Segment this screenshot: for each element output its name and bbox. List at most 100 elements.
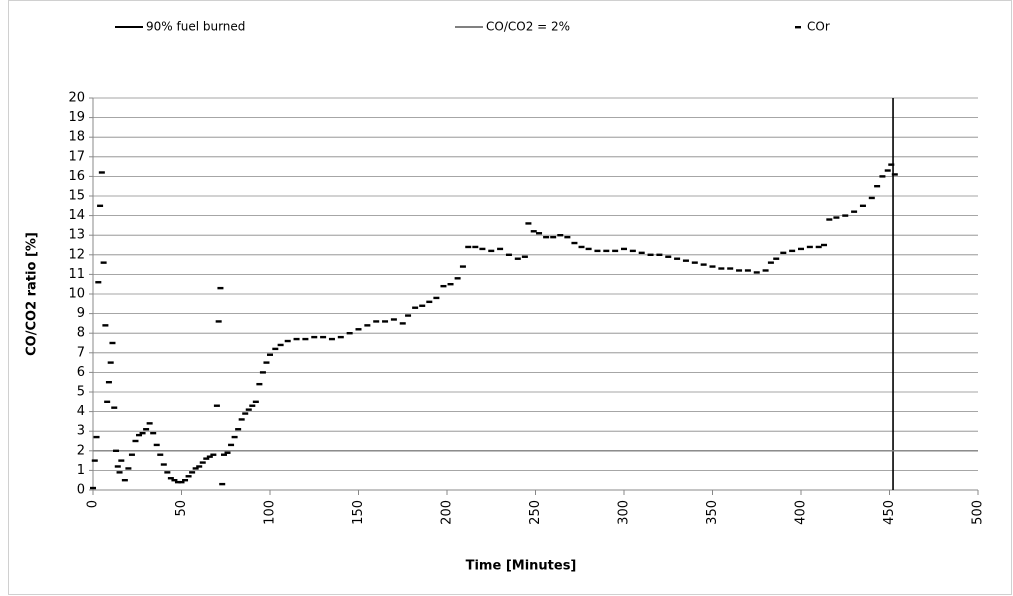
data-point <box>821 243 828 247</box>
data-point <box>189 471 196 474</box>
x-tick-label: 50 <box>174 500 189 517</box>
y-tick-label: 12 <box>68 247 85 262</box>
data-point <box>256 382 263 386</box>
chart-border <box>8 0 1012 595</box>
data-point <box>447 283 454 286</box>
data-point <box>833 216 840 219</box>
data-point <box>736 269 743 272</box>
data-point <box>557 234 564 237</box>
x-tick-label: 400 <box>794 500 809 525</box>
y-tick-label: 20 <box>68 91 85 106</box>
data-point <box>514 257 521 260</box>
data-point <box>826 218 833 221</box>
legend-label: 90% fuel burned <box>146 20 245 34</box>
data-point <box>682 259 689 262</box>
data-point <box>97 204 104 207</box>
data-point <box>647 253 654 256</box>
data-point <box>454 277 461 280</box>
y-tick-label: 10 <box>68 287 85 302</box>
data-point <box>578 245 585 249</box>
data-point <box>153 443 160 447</box>
data-point <box>259 371 266 374</box>
data-point <box>521 255 528 258</box>
data-point <box>182 479 189 482</box>
data-point <box>603 249 610 253</box>
data-point <box>789 249 796 253</box>
data-point <box>128 453 135 456</box>
data-point <box>718 267 725 270</box>
data-point <box>390 318 397 321</box>
data-point <box>550 235 557 239</box>
data-point <box>874 185 881 188</box>
data-point <box>199 461 206 464</box>
y-tick-label: 11 <box>68 267 85 282</box>
data-point <box>364 324 371 327</box>
data-point <box>164 471 171 474</box>
data-point <box>891 173 898 176</box>
data-point <box>337 335 344 339</box>
data-point <box>346 332 353 335</box>
data-point <box>773 257 780 260</box>
x-tick-label: 250 <box>528 500 543 525</box>
data-point <box>249 404 256 407</box>
y-tick-label: 17 <box>68 149 85 164</box>
data-point <box>105 381 112 384</box>
data-point <box>762 269 769 272</box>
legend-label: CO/CO2 = 2% <box>486 20 570 34</box>
data-point <box>753 271 760 274</box>
data-point <box>95 281 102 284</box>
data-point <box>488 249 495 253</box>
data-point <box>174 480 181 484</box>
data-point <box>203 457 210 460</box>
x-tick-label: 500 <box>971 500 986 525</box>
y-tick-label: 16 <box>68 169 85 184</box>
data-point <box>217 286 224 290</box>
y-tick-label: 8 <box>77 326 85 341</box>
data-point <box>621 247 627 251</box>
data-point <box>91 459 98 462</box>
data-point <box>638 251 645 255</box>
data-point <box>272 347 279 351</box>
data-point <box>113 449 120 452</box>
data-point <box>213 404 220 407</box>
data-point <box>419 304 426 307</box>
data-point <box>879 175 886 178</box>
data-point <box>674 257 681 260</box>
data-point <box>121 479 128 482</box>
data-point <box>116 471 123 474</box>
y-tick-label: 2 <box>77 443 85 458</box>
data-point <box>700 263 707 266</box>
data-point <box>245 408 252 411</box>
data-point <box>267 353 273 356</box>
data-point <box>465 245 472 249</box>
y-tick-label: 15 <box>68 189 85 204</box>
data-point <box>171 479 178 482</box>
data-point <box>100 261 107 264</box>
data-point <box>146 422 153 425</box>
data-point <box>594 249 601 253</box>
data-point <box>224 451 231 454</box>
y-tick-label: 1 <box>77 463 85 478</box>
data-point <box>851 210 858 213</box>
data-point <box>459 265 466 268</box>
data-point <box>302 337 309 341</box>
data-point <box>242 412 249 415</box>
data-point <box>178 480 185 484</box>
data-point <box>505 253 512 256</box>
data-point <box>405 314 412 317</box>
data-point <box>263 361 270 364</box>
x-tick-label: 450 <box>882 500 897 525</box>
data-point <box>536 232 543 235</box>
data-point <box>884 169 891 172</box>
y-tick-label: 14 <box>68 208 85 223</box>
x-tick-label: 350 <box>705 500 720 525</box>
data-point <box>150 431 157 435</box>
data-point <box>293 337 300 341</box>
x-tick-label: 300 <box>617 500 632 525</box>
y-tick-label: 5 <box>77 385 85 400</box>
data-point <box>231 435 238 439</box>
x-tick-label: 0 <box>86 500 101 508</box>
y-tick-label: 18 <box>68 130 85 145</box>
legend-swatch <box>795 26 801 29</box>
